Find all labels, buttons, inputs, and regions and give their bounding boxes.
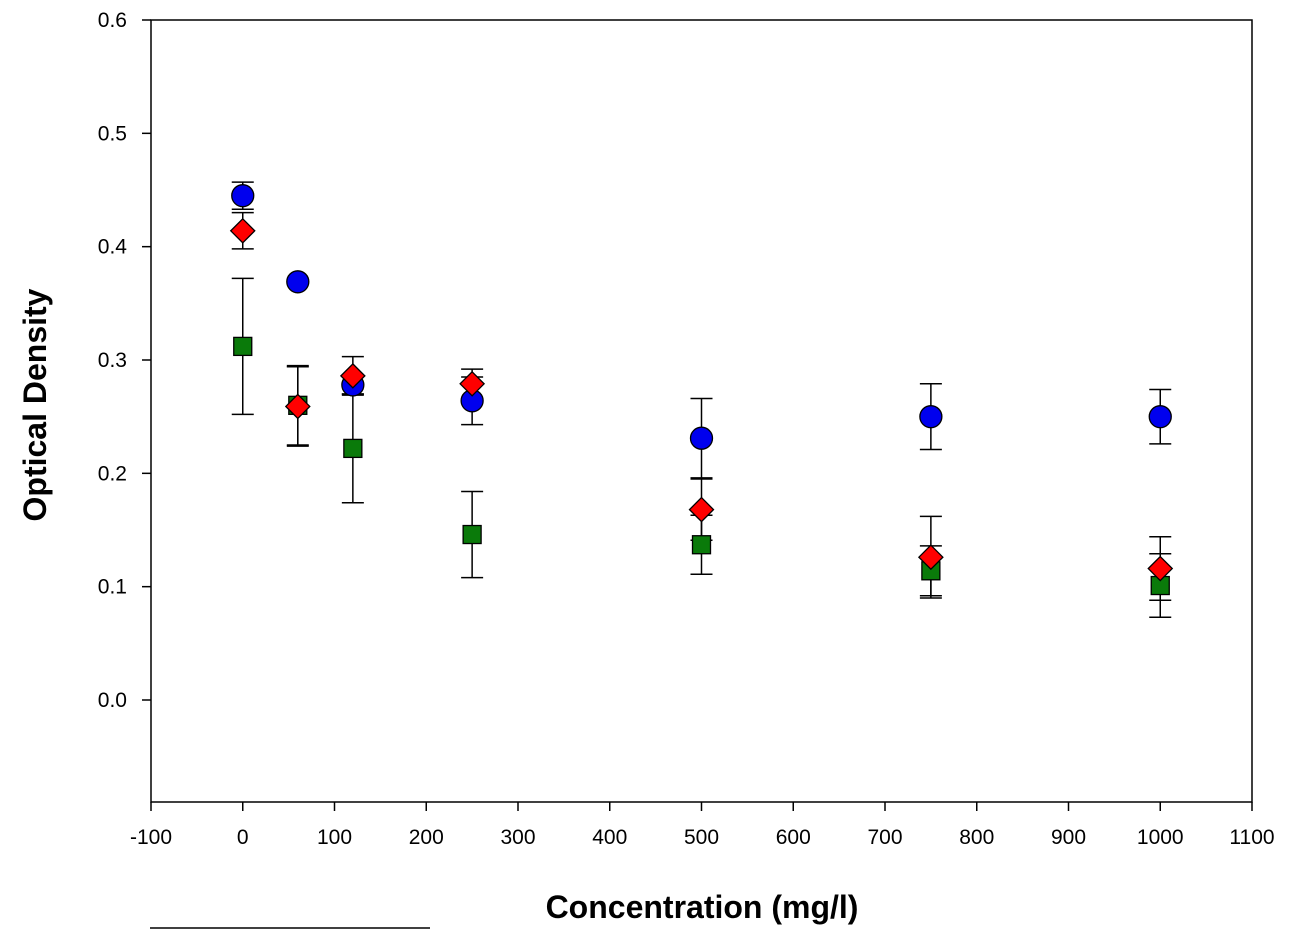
y-tick-label: 0.6 — [98, 9, 127, 32]
x-tick-label: 800 — [959, 826, 994, 849]
square-marker — [691, 535, 712, 555]
square-marker — [343, 438, 363, 459]
x-tick-label: 0 — [237, 826, 249, 849]
y-tick-label: 0.5 — [98, 122, 127, 145]
x-tick-label: 100 — [317, 826, 352, 849]
diamond-marker — [917, 544, 944, 571]
square-marker — [233, 336, 253, 357]
circle-marker — [231, 184, 255, 208]
x-tick-label: -100 — [130, 826, 172, 849]
diamond-marker — [284, 393, 311, 420]
y-tick-label: 0.2 — [98, 462, 127, 485]
diamond-marker — [229, 217, 256, 244]
diamond-marker — [339, 362, 366, 389]
diamond-marker — [688, 496, 715, 523]
data-points — [229, 184, 1174, 596]
y-tick-label: 0.0 — [98, 689, 127, 712]
y-tick-label: 0.3 — [98, 349, 127, 372]
x-tick-label: 200 — [409, 826, 444, 849]
circle-marker — [689, 426, 714, 450]
x-tick-label: 600 — [776, 826, 811, 849]
x-tick-label: 1000 — [1137, 826, 1184, 849]
square-marker — [462, 524, 482, 545]
y-tick-label: 0.1 — [98, 576, 127, 599]
x-axis-title: Concentration (mg/l) — [546, 889, 859, 925]
x-tick-label: 400 — [592, 826, 627, 849]
circle-marker — [286, 270, 310, 294]
y-tick-label: 0.4 — [98, 236, 128, 259]
x-tick-label: 700 — [867, 826, 902, 849]
x-tick-label: 300 — [500, 826, 535, 849]
x-axis-ticks: -100 0 100 200 300 400 500 600 700 800 900 1000 1100 — [130, 802, 1275, 849]
circle-marker — [919, 405, 943, 429]
y-axis-ticks: 0.0 0.1 0.2 0.3 0.4 0.5 0.6 — [98, 9, 151, 712]
circle-marker — [1148, 405, 1172, 429]
y-axis-title: Optical Density — [17, 288, 53, 521]
x-tick-label: 900 — [1051, 826, 1086, 849]
x-tick-label: 1100 — [1229, 826, 1274, 849]
diamond-marker — [459, 370, 486, 397]
x-tick-label: 500 — [684, 826, 719, 849]
diamond-marker — [1147, 555, 1174, 582]
